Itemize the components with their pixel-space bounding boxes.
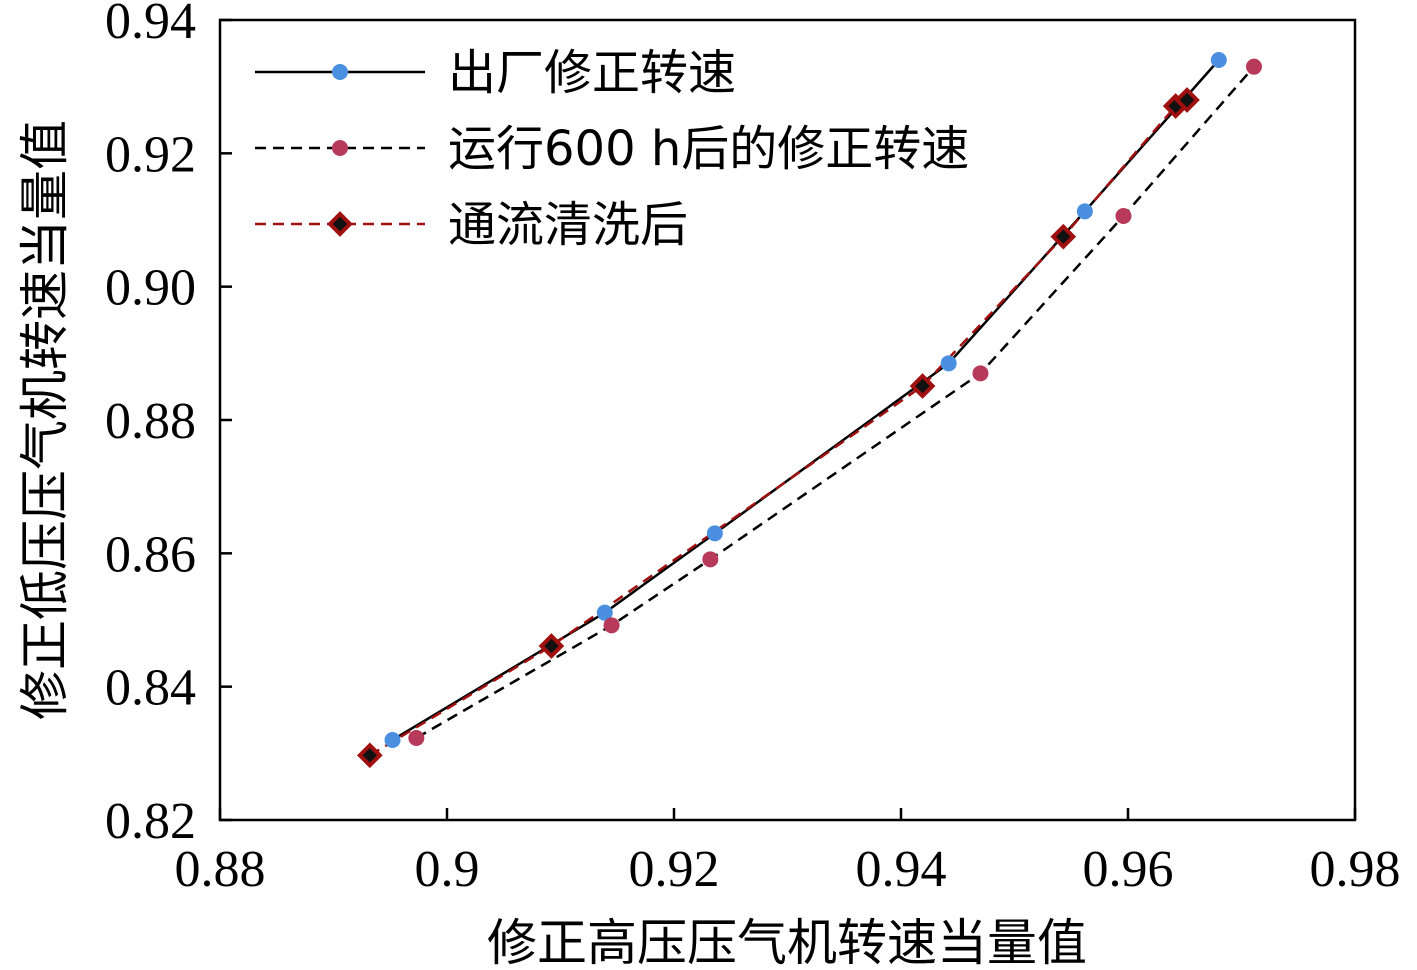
series-3-point xyxy=(1174,87,1200,113)
series-2-point xyxy=(1245,58,1262,75)
y-tick-label: 0.84 xyxy=(105,660,196,717)
y-tick-label: 0.90 xyxy=(105,260,196,317)
legend-marker-3 xyxy=(327,211,353,237)
series-1-point xyxy=(384,732,401,748)
legend-marker-2 xyxy=(332,140,348,156)
series-3-point xyxy=(1050,223,1077,250)
series-1-point xyxy=(940,355,957,372)
y-axis-title: 修正低压压气机转速当量值 xyxy=(16,120,74,720)
y-tick-label: 0.86 xyxy=(105,526,196,583)
series-1-point xyxy=(596,604,613,621)
series-3-point xyxy=(538,633,565,659)
y-tick-label: 0.82 xyxy=(105,793,196,850)
series-2-point xyxy=(1115,208,1132,224)
x-tick-label: 0.9 xyxy=(415,841,480,898)
series-layer xyxy=(356,52,1262,769)
y-tick-label: 0.92 xyxy=(105,126,196,183)
legend-label-2: 运行600 h后的修正转速 xyxy=(448,121,969,177)
x-tick-label: 0.92 xyxy=(629,841,720,898)
series-2-point xyxy=(603,617,620,634)
y-tick-label: 0.88 xyxy=(105,393,196,450)
series-1-point xyxy=(1210,52,1227,68)
x-tick-label: 0.88 xyxy=(175,841,266,898)
x-tick-label: 0.94 xyxy=(856,841,947,898)
series-2-point xyxy=(408,730,425,746)
y-tick-label: 0.94 xyxy=(105,0,196,50)
series-3-point xyxy=(356,742,383,769)
series-1-point xyxy=(706,525,723,542)
x-tick-label: 0.98 xyxy=(1310,841,1401,898)
series-3-point xyxy=(909,373,936,399)
series-2-point xyxy=(702,551,719,568)
series-1-point xyxy=(1076,203,1093,220)
ticks-layer: 0.88 0.9 0.92 0.94 0.96 0.98 0.82 0.84 0.86 0.88 0… xyxy=(105,0,1401,898)
legend-label-1: 出厂修正转速 xyxy=(448,45,736,101)
legend-marker-1 xyxy=(332,64,348,80)
series-2-line xyxy=(415,65,1255,740)
x-axis-title: 修正高压压气机转速当量值 xyxy=(487,914,1087,970)
x-tick-label: 0.96 xyxy=(1083,841,1174,898)
legend-label-3: 通流清洗后 xyxy=(448,197,688,253)
series-2-point xyxy=(972,365,989,382)
